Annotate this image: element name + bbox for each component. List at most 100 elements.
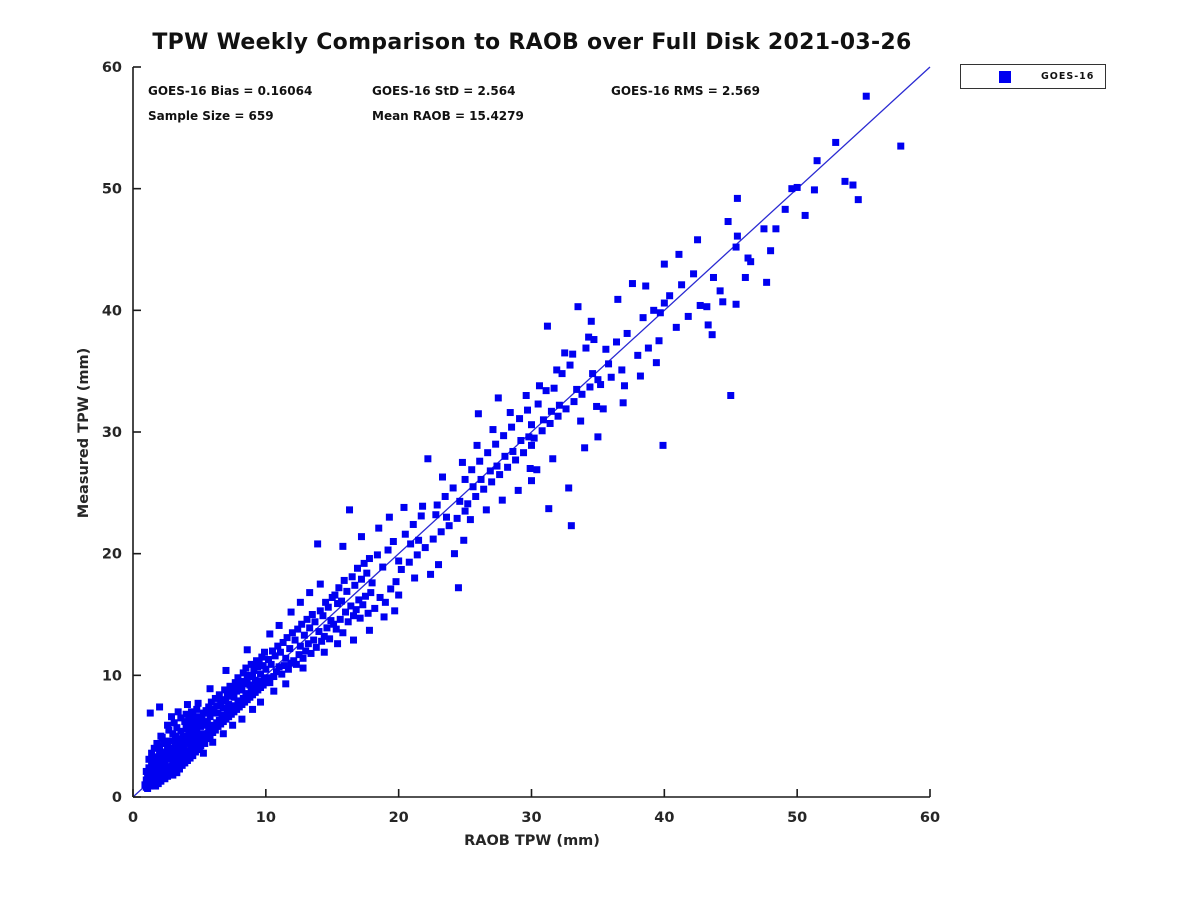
scatter-point (520, 449, 528, 457)
scatter-point (473, 441, 481, 449)
scatter-point (312, 643, 320, 651)
scatter-point (652, 359, 660, 367)
scatter-point (294, 625, 302, 633)
scatter-point (306, 624, 314, 632)
goes16-square-marker-icon (999, 70, 1011, 83)
scatter-point (161, 761, 169, 769)
scatter-point (169, 757, 177, 764)
scatter-point (296, 642, 304, 650)
scatter-point (177, 714, 185, 722)
scatter-point (330, 620, 338, 628)
scatter-point (183, 739, 191, 747)
scatter-point (179, 744, 187, 752)
scatter-point (371, 604, 379, 612)
scatter-point (342, 608, 350, 616)
scatter-point (437, 528, 445, 536)
scatter-point (351, 581, 359, 589)
scatter-point (593, 402, 601, 410)
scatter-point (732, 300, 740, 308)
scatter-point (741, 273, 749, 281)
scatter-point (389, 538, 397, 545)
scatter-point (429, 535, 437, 543)
scatter-point (266, 630, 274, 638)
scatter-point (257, 670, 265, 678)
scatter-point (274, 642, 282, 650)
scatter-point (421, 544, 429, 552)
scatter-point (315, 628, 323, 636)
scatter-point (344, 618, 352, 626)
scatter-point (338, 597, 346, 605)
scatter-point (213, 702, 221, 710)
scatter-point (862, 92, 870, 100)
scatter-point (202, 707, 210, 715)
scatter-point (193, 726, 201, 734)
scatter-point (348, 573, 356, 581)
scatter-point (191, 748, 199, 756)
scatter-point (709, 273, 717, 281)
scatter-point (489, 426, 497, 434)
scatter-point (250, 666, 258, 674)
scatter-point (384, 546, 392, 554)
scatter-point (395, 557, 403, 565)
scatter-point (271, 652, 279, 660)
scatter-point (165, 726, 173, 734)
scatter-point (219, 730, 227, 738)
scatter-point (179, 732, 187, 740)
scatter-point (694, 236, 702, 244)
scatter-point (149, 763, 157, 771)
scatter-point (215, 691, 223, 699)
scatter-point (183, 733, 191, 741)
scatter-point (793, 183, 801, 191)
scatter-point (207, 698, 215, 706)
scatter-point (278, 670, 286, 678)
scatter-point (282, 654, 290, 662)
scatter-point (355, 596, 363, 604)
scatter-point (719, 298, 727, 306)
scatter-point (359, 601, 367, 609)
scatter-point (508, 423, 516, 431)
scatter-point (194, 699, 202, 707)
scatter-point (365, 555, 373, 563)
scatter-point (178, 757, 186, 764)
scatter-point (542, 387, 550, 395)
scatter-point (246, 681, 254, 689)
scatter-point (525, 433, 533, 441)
scatter-point (435, 561, 443, 569)
scatter-point (195, 746, 203, 754)
scatter-point (308, 611, 316, 618)
scatter-point (160, 757, 168, 764)
scatter-point (655, 337, 663, 345)
scatter-point (296, 598, 304, 606)
scatter-point (346, 506, 354, 514)
scatter-point (594, 433, 602, 441)
scatter-point (158, 767, 166, 775)
scatter-point (373, 551, 381, 559)
scatter-point (291, 636, 299, 644)
scatter-point (356, 614, 364, 622)
scatter-point (156, 747, 164, 755)
scatter-point (492, 440, 500, 448)
scatter-point (209, 709, 217, 717)
scatter-point (327, 617, 335, 625)
scatter-point (623, 329, 631, 337)
scatter-point (522, 392, 530, 399)
scatter-point (249, 673, 257, 681)
x-axis-label: RAOB TPW (mm) (464, 833, 600, 849)
scatter-point (185, 714, 193, 722)
scatter-point (460, 536, 468, 544)
scatter-point (832, 138, 840, 146)
scatter-point (227, 688, 235, 696)
scatter-point (150, 744, 158, 752)
scatter-point (401, 530, 409, 538)
scatter-point (550, 384, 558, 392)
scatter-point (594, 376, 602, 384)
scatter-point (512, 456, 520, 464)
scatter-point (231, 679, 239, 687)
scatter-point (173, 769, 181, 777)
x-tick-label: 50 (787, 810, 807, 826)
scatter-point (417, 512, 425, 520)
scatter-point (509, 447, 517, 455)
scatter-point (298, 620, 306, 628)
scatter-point (241, 680, 249, 688)
scatter-point (316, 580, 324, 588)
